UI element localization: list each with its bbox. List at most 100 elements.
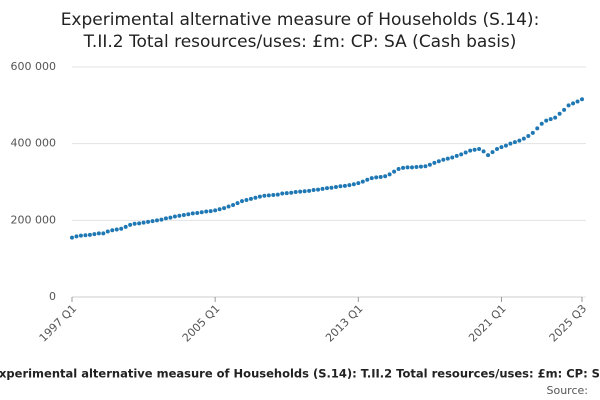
data-point	[512, 140, 517, 145]
data-point	[539, 121, 544, 126]
data-point	[383, 174, 388, 179]
data-point	[356, 181, 361, 186]
data-point	[78, 233, 83, 238]
data-point	[508, 141, 513, 146]
data-point	[468, 148, 473, 153]
data-point	[347, 183, 352, 188]
data-point	[316, 187, 321, 192]
data-point	[280, 191, 285, 196]
source: Source:	[547, 384, 589, 397]
data-point	[342, 183, 347, 188]
data-point	[325, 186, 329, 191]
data-point	[360, 179, 365, 184]
legend-entry: Experimental alternative measure of Hous…	[0, 367, 600, 381]
x-tick-label: 2025 Q3	[547, 302, 590, 345]
data-point	[231, 203, 236, 207]
data-point	[226, 204, 231, 209]
data-point	[472, 147, 477, 152]
data-point	[146, 219, 151, 224]
data-point	[566, 103, 571, 108]
data-point	[132, 221, 137, 226]
data-point	[351, 182, 356, 187]
data-point	[423, 164, 428, 169]
data-point	[159, 217, 164, 222]
data-point	[481, 149, 486, 154]
data-point	[70, 235, 74, 240]
data-point	[74, 234, 79, 239]
data-point	[454, 153, 459, 158]
data-point	[562, 107, 567, 112]
data-point	[289, 190, 294, 195]
data-point	[271, 193, 276, 198]
data-point	[83, 233, 88, 238]
data-point	[141, 220, 146, 225]
data-point	[369, 176, 374, 181]
data-point	[521, 136, 526, 141]
data-point	[320, 186, 325, 191]
data-point	[333, 184, 338, 189]
data-point	[517, 138, 522, 143]
data-point	[177, 213, 182, 218]
data-point	[405, 165, 410, 170]
data-point	[571, 101, 576, 106]
data-point	[495, 147, 499, 152]
data-point	[414, 165, 419, 170]
data-point	[199, 210, 204, 215]
data-point	[307, 188, 312, 193]
data-point	[298, 189, 303, 194]
data-point	[530, 130, 535, 135]
data-point	[548, 117, 553, 122]
data-point	[378, 175, 383, 180]
data-point	[580, 97, 584, 102]
data-point	[163, 216, 168, 221]
data-point	[155, 218, 159, 223]
data-point	[392, 169, 397, 174]
data-point	[253, 195, 258, 200]
data-point	[213, 208, 218, 213]
data-point	[87, 232, 92, 237]
data-point	[262, 193, 267, 198]
y-tick-label: 0	[49, 290, 56, 303]
data-point	[119, 226, 124, 231]
data-point	[503, 143, 508, 148]
data-point	[490, 150, 495, 155]
y-tick-label: 600 000	[11, 60, 57, 73]
x-tick-label: 2013 Q1	[323, 302, 366, 345]
data-point	[150, 219, 155, 224]
data-point	[311, 188, 316, 193]
x-tick-label: 1997 Q1	[37, 302, 80, 345]
data-point	[266, 193, 271, 198]
data-point	[110, 228, 115, 233]
data-point	[293, 189, 298, 194]
data-point	[450, 155, 455, 160]
data-point	[553, 115, 558, 120]
data-point	[374, 175, 379, 180]
data-point	[96, 231, 101, 236]
data-point	[137, 221, 142, 226]
data-point	[535, 126, 540, 131]
data-point	[302, 189, 307, 194]
data-point	[257, 194, 262, 199]
chart-title: T.II.2 Total resources/uses: £m: CP: SA …	[83, 32, 517, 52]
data-point	[486, 153, 491, 158]
data-point	[459, 152, 464, 157]
data-point	[544, 118, 549, 123]
data-point	[284, 191, 289, 196]
data-point	[204, 209, 209, 214]
data-point	[168, 215, 173, 220]
data-point	[575, 99, 580, 104]
data-point	[329, 185, 334, 190]
data-point	[401, 165, 406, 170]
data-point	[235, 201, 240, 206]
data-point	[427, 162, 432, 167]
data-point	[387, 172, 392, 177]
data-point	[499, 145, 504, 150]
data-point	[172, 214, 177, 219]
data-point	[105, 229, 110, 234]
data-point	[432, 160, 437, 165]
data-point	[338, 184, 343, 189]
x-tick-label: 2005 Q1	[180, 302, 223, 345]
data-point	[244, 198, 249, 203]
